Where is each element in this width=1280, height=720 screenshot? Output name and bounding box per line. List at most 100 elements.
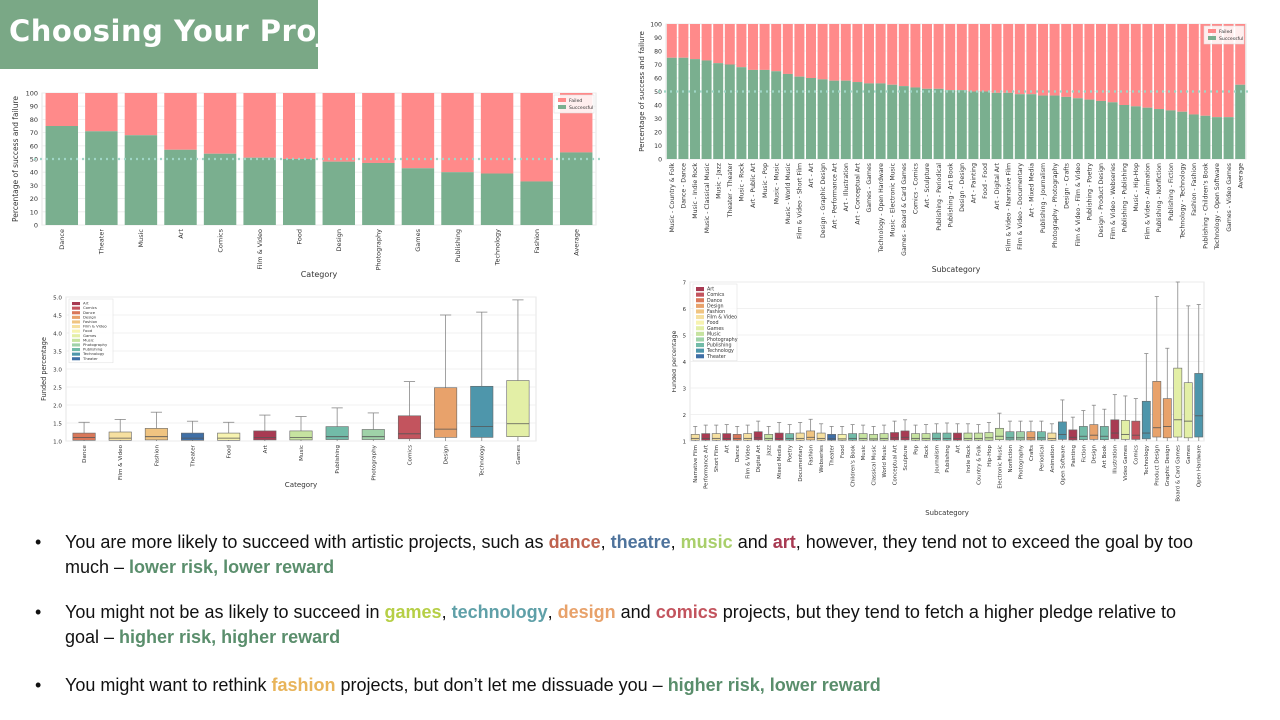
x-tick-label: Music (299, 445, 305, 461)
bar-successful (1049, 95, 1060, 159)
bullet-segment: , however, they tend not to exceed the g… (65, 532, 1194, 577)
bar-failed (875, 24, 886, 84)
legend-swatch-successful (558, 105, 566, 109)
bar-successful (748, 69, 758, 159)
highlight-music: music (680, 532, 733, 552)
x-tick-label: Design - Product Design (1098, 163, 1105, 237)
bar-failed (1154, 24, 1164, 110)
x-tick-label: Animation (1050, 445, 1056, 472)
x-axis-title: Subcategory (932, 265, 981, 274)
bar-successful (480, 173, 514, 225)
x-tick-label: Publishing - Nonfiction (1156, 163, 1163, 232)
x-tick-label: Jazz (767, 445, 773, 457)
x-tick-label: Publishing (335, 445, 341, 474)
bar-failed (759, 24, 770, 70)
x-tick-label: Documentary (798, 444, 804, 481)
bar-successful (1188, 114, 1199, 159)
bullet-dot: • (35, 532, 42, 552)
box (108, 431, 132, 441)
x-tick-label: Journalism (934, 445, 940, 474)
bar-successful (1038, 95, 1048, 159)
bar-failed (1072, 24, 1083, 99)
x-tick-label: Film & Video (746, 445, 752, 479)
box (963, 432, 973, 441)
x-tick-label: Music - Music (773, 162, 780, 204)
x-tick-label: Photography (371, 444, 377, 480)
x-tick-label: Dance (58, 229, 66, 250)
bar-failed (520, 93, 553, 182)
bar-failed (1003, 24, 1014, 93)
legend-label-failed: Failed (1219, 29, 1232, 35)
legend-swatch (72, 338, 80, 342)
legend-swatch (72, 311, 80, 315)
x-tick-label: Technology - Technology (1179, 163, 1186, 240)
bar-successful (1130, 106, 1141, 159)
bar-successful (840, 80, 851, 159)
slide-title: Choosing Your Project (9, 14, 380, 48)
box (942, 432, 952, 441)
x-tick-label: Fiction (1081, 445, 1087, 463)
legend-swatch-failed (558, 98, 566, 102)
x-tick-label: Video Games (1123, 445, 1129, 481)
x-tick-label: Photography (375, 229, 383, 271)
bar-successful (806, 78, 816, 159)
box (1089, 424, 1099, 440)
x-tick-label: Publishing - Fiction (1168, 163, 1175, 221)
bar-successful (864, 83, 874, 159)
legend-swatch (696, 348, 704, 353)
x-tick-label: Comics (216, 228, 224, 252)
bar-failed (362, 93, 395, 163)
title-banner: Choosing Your Project (0, 0, 379, 69)
box (858, 433, 868, 441)
legend-label: Film & Video (707, 315, 737, 321)
bar-successful (1061, 96, 1072, 159)
x-tick-label: Art - Painting (971, 163, 978, 203)
bar-failed (771, 24, 782, 72)
y-tick-label: 3.5 (53, 350, 62, 356)
x-tick-label: Food (295, 229, 303, 245)
bar-failed (1165, 24, 1176, 111)
y-tick-label: 3.0 (53, 368, 62, 374)
x-tick-label: Food (227, 445, 233, 459)
bar-successful (1200, 115, 1211, 159)
bar-successful (980, 91, 990, 159)
x-tick-label: Film & Video - Animation (1145, 163, 1152, 239)
x-tick-label: Design (444, 445, 450, 465)
bar-successful (1084, 99, 1095, 159)
bar-failed (898, 24, 909, 87)
x-tick-label: Art (177, 229, 185, 239)
x-tick-label: Art - Sculpture (924, 163, 931, 208)
bar-successful (1107, 102, 1118, 159)
x-tick-label: Art - Digital Art (994, 162, 1001, 209)
box (974, 432, 983, 441)
x-tick-label: Board & Card Games (1176, 445, 1182, 502)
bar-successful (1154, 109, 1164, 159)
legend-label: Games (83, 333, 96, 338)
legend-label: Fashion (83, 319, 98, 324)
bar-failed (806, 24, 816, 78)
legend-label: Art (83, 301, 89, 306)
bar-successful (243, 157, 276, 225)
bar-failed (701, 24, 712, 61)
x-tick-label: Photography (1018, 444, 1024, 479)
box (289, 430, 313, 441)
legend-swatch (72, 348, 80, 352)
x-tick-label: Theater (830, 444, 836, 467)
highlight-green-text: lower risk, lower reward (129, 557, 335, 577)
x-tick-label: Art - Public Art (750, 162, 757, 207)
x-tick-label: Games - Games (866, 163, 873, 212)
bar-failed (243, 93, 276, 158)
box (806, 430, 816, 441)
bar-successful (771, 71, 782, 159)
legend-label: Technology (82, 351, 105, 356)
box (743, 433, 753, 441)
x-tick-label: Art - Art (808, 162, 815, 187)
bar-failed (1026, 24, 1037, 95)
y-axis-title: Percentage of success and failure (11, 96, 20, 222)
box (72, 432, 96, 441)
x-tick-label: Games (516, 445, 522, 465)
bar-failed (1038, 24, 1048, 96)
x-tick-label: Performance Art (704, 445, 710, 489)
legend-label: Music (83, 337, 94, 342)
bar-failed (441, 93, 474, 173)
